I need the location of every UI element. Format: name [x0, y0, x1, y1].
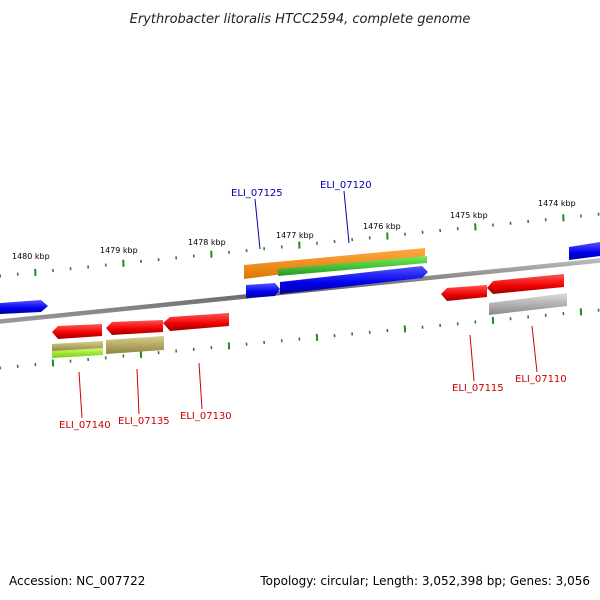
scale-label-1476: 1476 kbp [363, 222, 401, 231]
cds-arrow-eli-07110[interactable] [487, 274, 564, 294]
leader-eli-07130 [198, 362, 203, 410]
gene-label-eli-07115[interactable]: ELI_07115 [452, 383, 504, 394]
label-leaders [78, 190, 538, 419]
scale-label-1474: 1474 kbp [538, 199, 576, 208]
cds-arrow-eli-07140[interactable] [52, 324, 102, 339]
cds-arrow-eli-07115[interactable] [441, 285, 487, 301]
forward-strand [0, 242, 600, 314]
gene-feature-gray-07110[interactable] [489, 293, 567, 315]
cds-arrow-left-edge[interactable] [0, 300, 48, 314]
scale-label-1477: 1477 kbp [276, 231, 314, 240]
scale-label-1479: 1479 kbp [100, 246, 138, 255]
scale-label-1478: 1478 kbp [188, 238, 226, 247]
leader-eli-07115 [469, 334, 475, 382]
gene-label-eli-07120[interactable]: ELI_07120 [320, 180, 372, 191]
gene-label-eli-07140[interactable]: ELI_07140 [59, 420, 111, 431]
accession-text: Accession: NC_007722 [9, 574, 146, 588]
scale-labels: 1480 kbp 1479 kbp 1478 kbp 1477 kbp 1476… [12, 199, 576, 261]
reverse-strand [52, 274, 567, 358]
cds-arrow-right-edge[interactable] [569, 242, 600, 260]
gene-labels: ELI_07125 ELI_07120 ELI_07140 ELI_07135 … [59, 180, 567, 431]
leader-eli-07125 [254, 198, 261, 250]
leader-eli-07140 [78, 371, 83, 419]
gene-feature-green[interactable] [278, 256, 427, 276]
gene-feature-olive-07135[interactable] [106, 336, 164, 354]
scale-label-1480: 1480 kbp [12, 252, 50, 261]
cds-arrow-eli-07125[interactable] [246, 283, 280, 298]
outer-tick-row [0, 212, 600, 278]
map-title: Erythrobacter litoralis HTCC2594, comple… [130, 12, 471, 27]
gene-label-eli-07110[interactable]: ELI_07110 [515, 374, 567, 385]
inner-tick-row [0, 308, 600, 370]
leader-eli-07135 [136, 368, 140, 415]
scale-label-1475: 1475 kbp [450, 211, 488, 220]
gene-label-eli-07130[interactable]: ELI_07130 [180, 411, 232, 422]
genome-summary-text: Topology: circular; Length: 3,052,398 bp… [260, 574, 590, 588]
leader-eli-07110 [531, 325, 538, 373]
cds-arrow-eli-07135[interactable] [106, 320, 163, 335]
leader-eli-07120 [343, 190, 350, 244]
gene-feature-lime-07140[interactable] [52, 348, 103, 358]
cds-arrow-eli-07120[interactable] [280, 266, 428, 294]
gene-label-eli-07125[interactable]: ELI_07125 [231, 188, 283, 199]
cds-arrow-eli-07130[interactable] [163, 313, 229, 331]
gene-label-eli-07135[interactable]: ELI_07135 [118, 416, 170, 427]
